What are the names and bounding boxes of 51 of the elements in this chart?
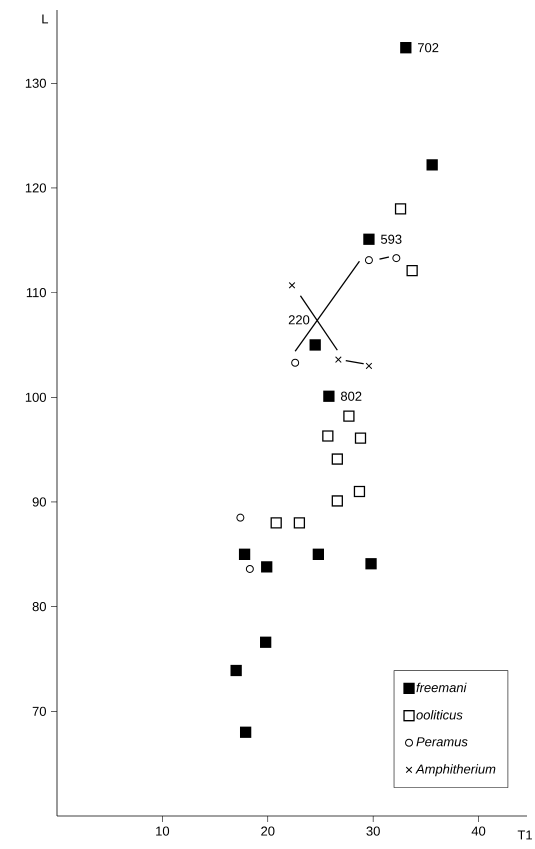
point [406, 264, 418, 276]
point [400, 42, 412, 54]
point [392, 254, 400, 262]
point [236, 514, 244, 522]
y-tick-label: 90 [32, 497, 46, 507]
point [332, 453, 343, 465]
legend-label: freemani [416, 682, 467, 692]
x-tick-label: 10 [156, 826, 170, 836]
point [310, 339, 321, 351]
point [394, 203, 406, 215]
point [335, 356, 342, 363]
point [261, 561, 272, 573]
point [364, 256, 373, 264]
annotation: 802 [340, 392, 362, 401]
x-tick-label: 30 [366, 826, 380, 836]
point [366, 362, 372, 370]
point [238, 548, 250, 560]
annotation: 593 [380, 234, 402, 244]
y-axis-title: L [42, 14, 48, 24]
point [246, 564, 254, 573]
point [312, 548, 324, 560]
y-tick-label: 130 [26, 78, 46, 88]
x-tick-label: 40 [472, 826, 486, 836]
point [294, 517, 306, 529]
y-tick-label: 110 [26, 288, 46, 298]
point [291, 358, 300, 367]
x-axis-title: T1 [518, 830, 532, 840]
point [354, 486, 366, 498]
x-tick-label: 20 [261, 826, 274, 836]
point [426, 159, 438, 171]
y-tick-label: 80 [32, 602, 46, 612]
annotation: 702 [418, 43, 438, 52]
point [270, 517, 282, 529]
legend-label: ooliticus [416, 710, 463, 720]
point [365, 558, 377, 570]
point [332, 495, 343, 507]
point [343, 410, 355, 422]
point [288, 282, 296, 289]
y-tick-label: 120 [26, 183, 46, 193]
point [240, 726, 252, 738]
annotation: 220 [288, 315, 310, 324]
point [260, 636, 272, 648]
point [354, 432, 366, 444]
point [363, 234, 375, 245]
y-tick-label: 100 [26, 392, 46, 402]
legend-label: Amphitherium [415, 764, 496, 776]
legend-label: Peramus [416, 737, 468, 746]
y-tick-label: 70 [32, 706, 46, 716]
point [230, 664, 242, 676]
point [323, 390, 335, 402]
point [322, 430, 334, 442]
